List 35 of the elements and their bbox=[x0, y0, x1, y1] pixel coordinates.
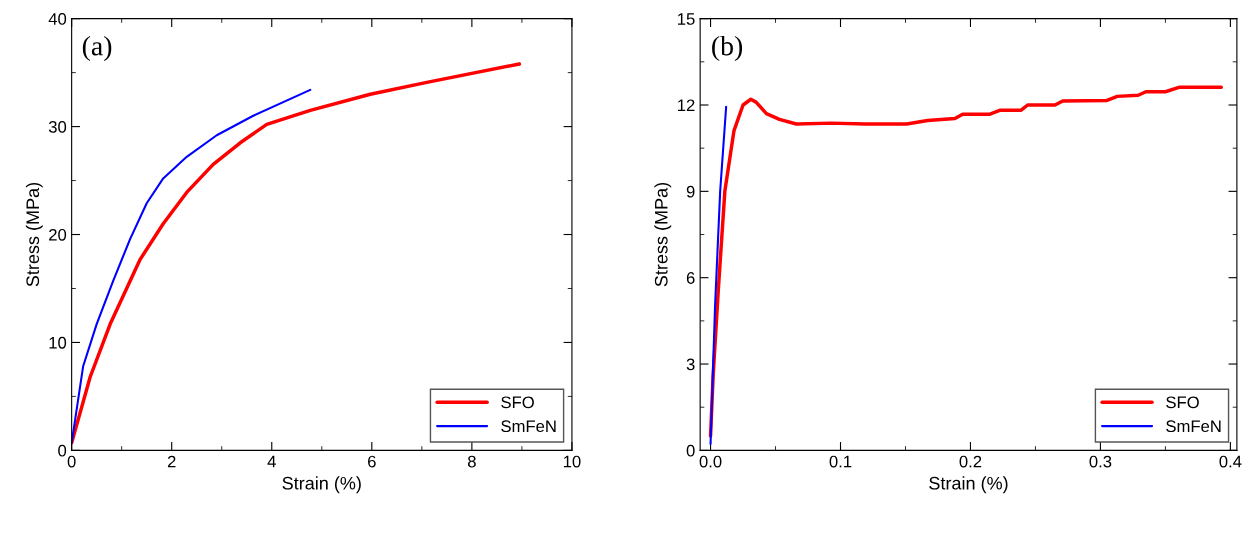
y-tick-label: 0 bbox=[686, 444, 695, 457]
annotation: (a) bbox=[82, 35, 112, 62]
x-tick-label: 0.3 bbox=[1089, 455, 1112, 468]
line-series bbox=[709, 105, 728, 446]
x-axis-title: Strain (%) bbox=[929, 476, 1008, 494]
x-tick-label: 6 bbox=[368, 455, 376, 468]
y-tick-label: 12 bbox=[678, 99, 695, 112]
y-tick-label: 15 bbox=[678, 13, 695, 25]
x-tick-label: 8 bbox=[467, 455, 476, 468]
y-tick-label: 40 bbox=[48, 13, 67, 25]
x-tick-label: 0.0 bbox=[699, 455, 722, 468]
x-tick-label: 10 bbox=[563, 455, 581, 468]
x-tick-label: 4 bbox=[267, 455, 276, 468]
x-axis-title: Strain (%) bbox=[282, 476, 361, 494]
legend-label: SmFeN bbox=[1166, 420, 1221, 433]
y-tick-label: 6 bbox=[686, 272, 695, 284]
y-tick-label: 0 bbox=[58, 444, 67, 457]
line-series bbox=[71, 88, 312, 444]
y-tick-label: 3 bbox=[686, 358, 695, 371]
legend-label: SFO bbox=[501, 396, 534, 409]
annotation: (b) bbox=[712, 35, 743, 62]
y-tick-label: 9 bbox=[686, 185, 695, 198]
y-tick-label: 30 bbox=[48, 120, 67, 133]
y-tick-label: 10 bbox=[49, 336, 67, 349]
y-tick-label: 20 bbox=[49, 228, 67, 241]
x-tick-label: 0.2 bbox=[959, 455, 982, 468]
legend-label: SmFeN bbox=[501, 420, 556, 433]
y-axis-title: Stress (MPa) bbox=[654, 182, 672, 287]
legend-label: SFO bbox=[1166, 396, 1199, 409]
x-tick-label: 0.1 bbox=[829, 455, 852, 468]
y-axis-title: Stress (MPa) bbox=[25, 182, 43, 287]
x-tick-label: 2 bbox=[167, 455, 176, 468]
x-tick-label: 0 bbox=[67, 455, 76, 468]
x-tick-label: 0.4 bbox=[1219, 455, 1242, 468]
line-series bbox=[708, 85, 1224, 438]
